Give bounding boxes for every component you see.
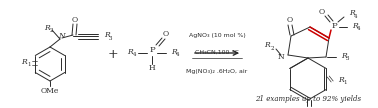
Text: Mg(NO₃)₂ .6H₂O, air: Mg(NO₃)₂ .6H₂O, air	[186, 69, 248, 74]
Text: R: R	[44, 24, 50, 32]
Text: O: O	[319, 8, 325, 16]
Text: 1: 1	[343, 80, 347, 86]
Text: 21 examples up to 92% yields: 21 examples up to 92% yields	[255, 95, 361, 103]
Text: R: R	[104, 31, 110, 39]
Text: AgNO₃ (10 mol %): AgNO₃ (10 mol %)	[189, 33, 245, 38]
Text: R: R	[22, 58, 27, 66]
Text: P: P	[331, 22, 337, 30]
Text: 4: 4	[357, 26, 361, 32]
Text: 3: 3	[346, 56, 350, 61]
Text: CH₃CN,100 °C: CH₃CN,100 °C	[195, 50, 239, 55]
Text: P: P	[149, 46, 155, 54]
Text: O: O	[306, 107, 312, 108]
Text: O: O	[72, 16, 78, 24]
Text: R: R	[171, 48, 177, 56]
Text: O: O	[163, 30, 169, 38]
Text: 4: 4	[176, 52, 180, 57]
Text: 2: 2	[270, 45, 274, 51]
Text: O: O	[287, 16, 293, 24]
Text: H: H	[149, 64, 155, 72]
Text: OMe: OMe	[41, 87, 59, 95]
Text: 2: 2	[49, 29, 53, 33]
Text: R: R	[341, 52, 347, 60]
Text: 3: 3	[109, 36, 113, 40]
Text: R: R	[349, 9, 355, 17]
Text: N: N	[58, 32, 64, 40]
Text: R: R	[352, 22, 358, 30]
Text: +: +	[108, 48, 118, 60]
Text: 4: 4	[133, 52, 137, 57]
Text: N: N	[277, 53, 284, 61]
Text: 1: 1	[28, 63, 31, 68]
Text: R: R	[338, 76, 344, 84]
Text: R: R	[264, 41, 270, 49]
Text: R: R	[127, 48, 133, 56]
Text: 4: 4	[354, 14, 358, 18]
